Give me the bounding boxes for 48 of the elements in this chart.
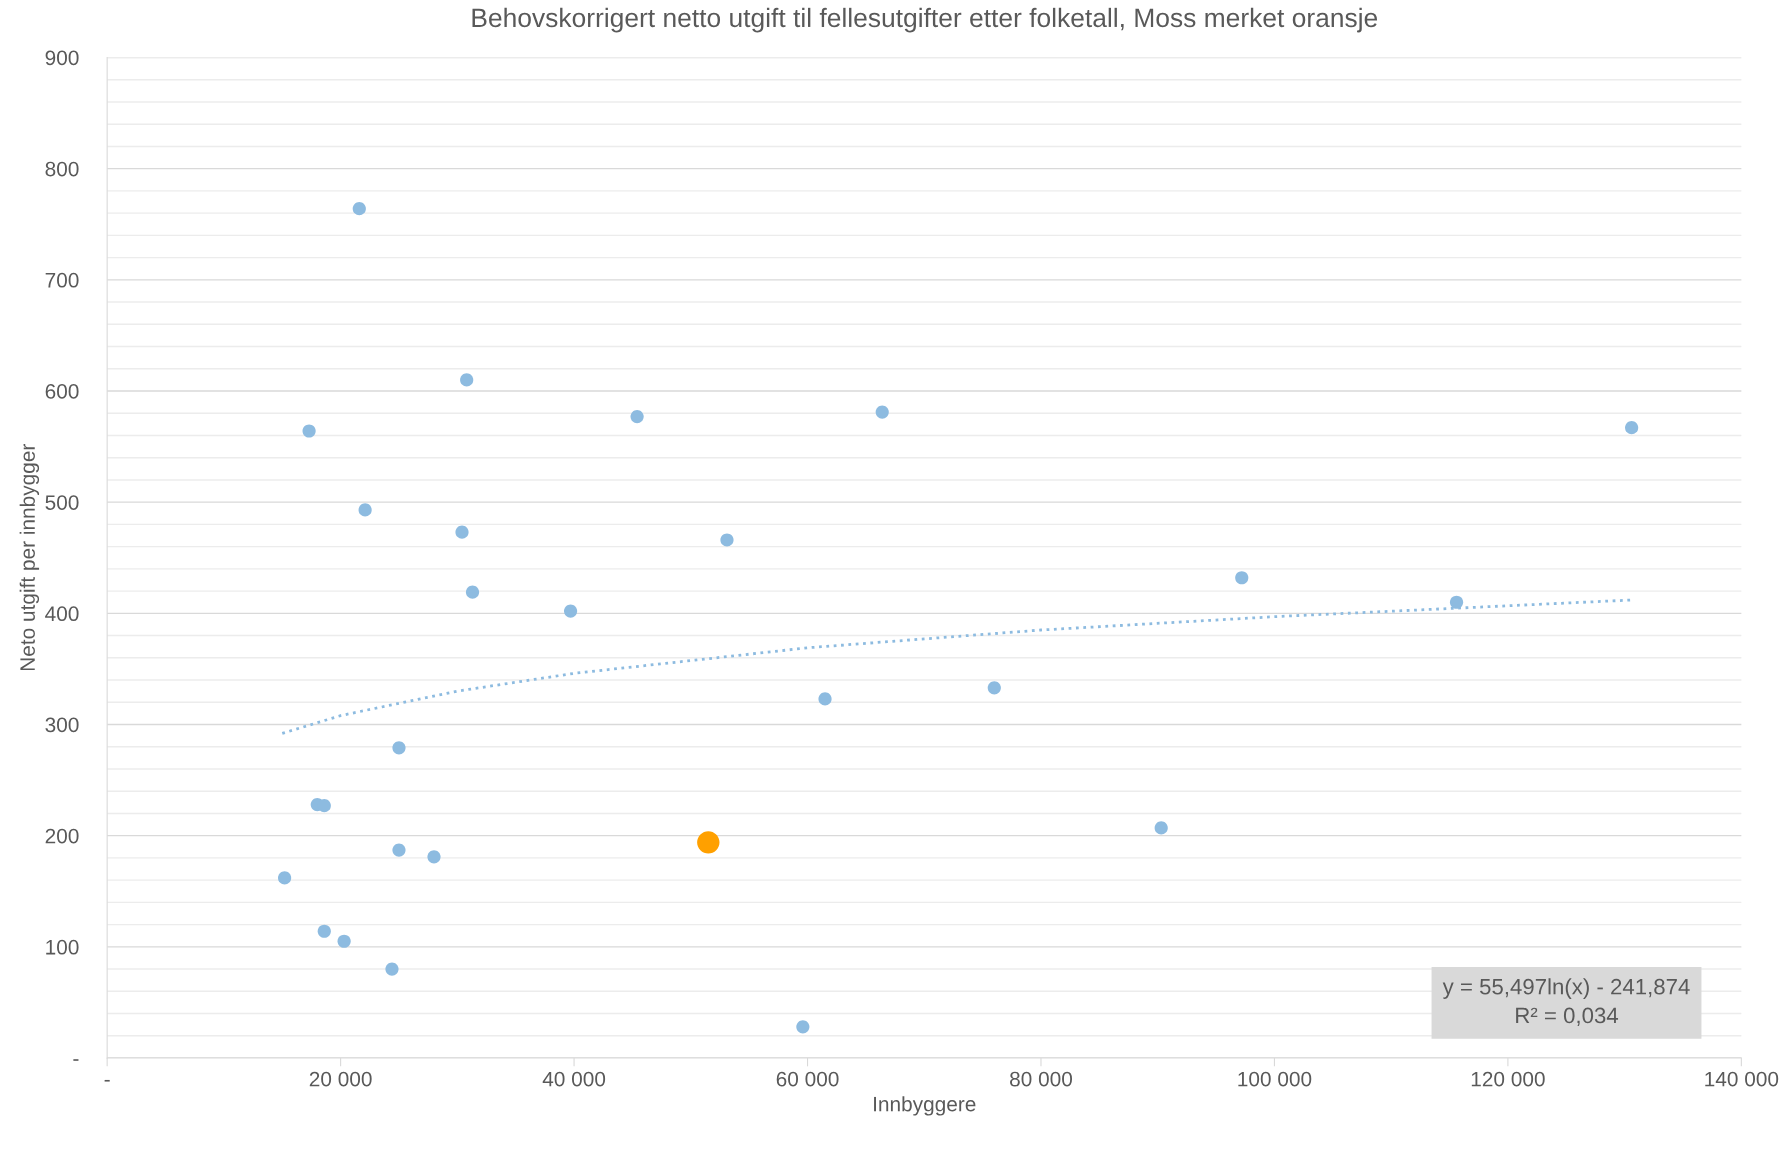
x-tick-label: 40 000 [542,1071,606,1087]
point [392,741,406,755]
y-tick-label: 500 [45,495,79,510]
point [427,850,441,864]
y-tick-label: 600 [45,384,79,399]
point [352,202,366,216]
point [796,1020,810,1034]
point [697,831,720,854]
point [392,843,406,857]
x-tick-label: 140 000 [1705,1071,1779,1087]
point [317,924,331,938]
point [1625,421,1639,435]
x-tick-label: 80 000 [1010,1071,1073,1087]
point [720,533,734,547]
point [875,405,889,419]
point [460,373,474,387]
y-axis-title: Neto utgift per innbygger [19,444,40,671]
y-tick-label: 900 [45,50,79,66]
y-tick-label: 700 [45,272,79,288]
y-tick-label: 200 [45,828,79,844]
point [302,424,316,438]
x-tick-label: - [104,1079,110,1082]
point [1235,571,1249,585]
point [455,525,469,539]
point [385,962,399,976]
y-tick-label: 100 [46,939,79,955]
y-tick-label: 400 [45,606,79,622]
y-tick-label: 300 [45,717,79,733]
chart-title: Behovskorrigert netto utgift til fellesutgifter etter folketall, Moss merket oransje [472,7,1378,33]
x-tick-label: 100 000 [1238,1071,1312,1087]
x-tick-label: 20 000 [309,1071,372,1087]
point [1449,595,1464,609]
point [465,585,480,599]
x-tick-label: 60 000 [776,1071,839,1087]
point [278,871,292,885]
x-axis-title: Innbyggere [874,1096,976,1116]
y-tick-label: - [73,1059,79,1061]
point [337,934,351,948]
annotation: y = 55,497ln(x) - 241,874 [1442,978,1690,999]
point [563,604,578,618]
point [987,681,1001,695]
annotation: R² = 0,034 [1516,1007,1619,1026]
point [630,409,644,424]
point [1154,821,1168,835]
x-tick-label: 120 000 [1471,1071,1545,1087]
y-tick-label: 800 [45,161,79,177]
point [358,503,372,517]
point [818,692,832,706]
